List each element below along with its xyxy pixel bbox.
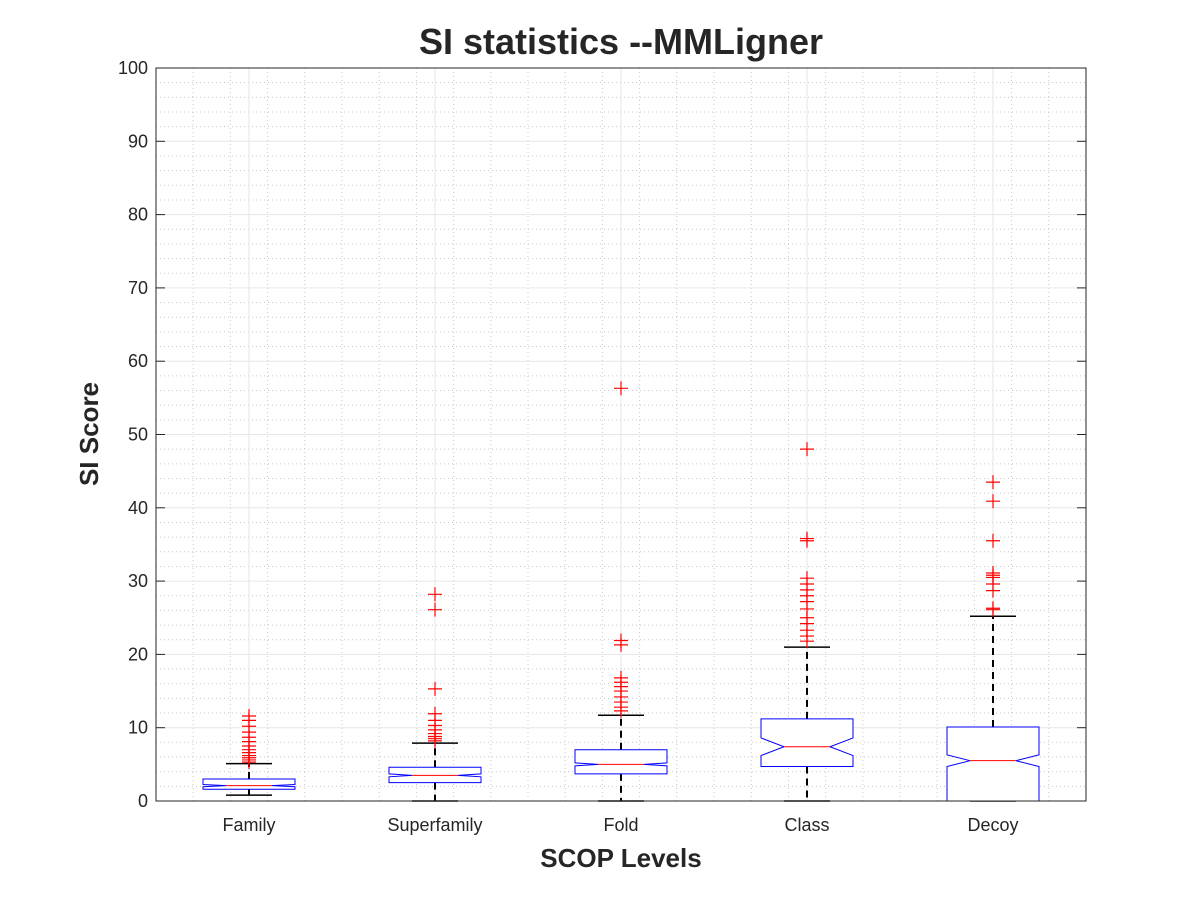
outlier-marker [242, 708, 256, 723]
outlier-marker [986, 601, 1000, 616]
y-tick-label: 40 [128, 498, 148, 518]
box-class [760, 442, 854, 802]
y-tick-label: 20 [128, 644, 148, 664]
chart-title: SI statistics --MMLigner [419, 21, 823, 62]
outlier-marker [428, 602, 442, 617]
x-tick-label: Decoy [967, 815, 1018, 835]
y-tick-label: 80 [128, 205, 148, 225]
outlier-marker [614, 381, 628, 396]
y-tick-label: 90 [128, 131, 148, 151]
notched-box [574, 749, 668, 775]
y-tick-label: 30 [128, 571, 148, 591]
y-tick-label: 10 [128, 718, 148, 738]
notched-box [202, 778, 296, 790]
outlier-marker [800, 531, 814, 546]
outlier-marker [800, 442, 814, 457]
outlier-marker [800, 571, 814, 586]
box-series [202, 381, 1040, 802]
x-tick-label: Family [223, 815, 276, 835]
notched-box [946, 726, 1040, 802]
outlier-marker [428, 706, 442, 721]
outlier-marker [986, 494, 1000, 509]
box-fold [574, 381, 668, 802]
axes: 0 10 20 30 40 50 60 70 80 90 100 Family Superfamily F… [118, 58, 1086, 835]
outlier-marker [986, 566, 1000, 581]
outlier-marker [428, 681, 442, 696]
x-axis-label: SCOP Levels [540, 843, 701, 873]
y-tick-label: 50 [128, 425, 148, 445]
x-tick-label: Class [784, 815, 829, 835]
x-tick-label: Superfamily [387, 815, 482, 835]
outlier-marker [986, 475, 1000, 490]
box-family [202, 708, 296, 796]
y-tick-label: 0 [138, 791, 148, 811]
y-axis-label: SI Score [74, 382, 104, 486]
outlier-marker [986, 533, 1000, 548]
outlier-marker [614, 633, 628, 648]
outlier-marker [428, 587, 442, 602]
outlier-marker [614, 670, 628, 685]
x-tick-label: Fold [603, 815, 638, 835]
y-tick-label: 60 [128, 351, 148, 371]
box-superfamily [388, 587, 482, 802]
notched-box [760, 718, 854, 768]
y-tick-label: 70 [128, 278, 148, 298]
y-tick-label: 100 [118, 58, 148, 78]
